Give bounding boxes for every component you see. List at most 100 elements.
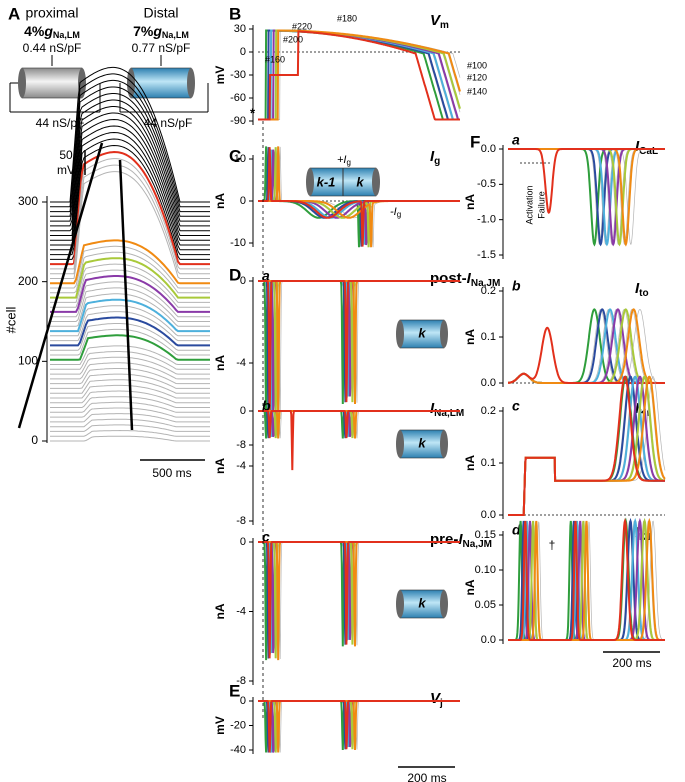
cylinder-cap: [440, 320, 448, 348]
cell-trace: [50, 305, 210, 337]
title-main: I: [467, 270, 472, 287]
annotation: -Ig: [390, 206, 401, 219]
cell-trace: [50, 86, 210, 217]
title-prefix: pre-: [430, 531, 458, 548]
title-sub: Na,JM: [463, 539, 492, 550]
cylinder-cap: [396, 320, 404, 348]
gap-label: 44 nS/pF: [36, 116, 85, 130]
y-tick-label: 0: [240, 275, 246, 287]
trace: [258, 280, 460, 419]
trace: [508, 308, 665, 384]
scale-label: 500 ms: [152, 466, 191, 480]
cell-trace: [50, 73, 210, 208]
cell-trace: [50, 263, 210, 303]
arrow-line: [17, 142, 104, 429]
annotation: #200: [283, 34, 303, 44]
trace: [258, 29, 461, 121]
title-main: V: [430, 12, 442, 29]
y-tick-label: 0.1: [481, 331, 496, 343]
trace: [258, 280, 460, 419]
panel-label: B: [229, 4, 241, 23]
y-tick-label: -4: [236, 357, 246, 369]
y-tick-label: -1.5: [477, 249, 496, 261]
panel-title: pre-INa,JM: [430, 531, 492, 550]
y-axis-label: nA: [213, 603, 227, 619]
ann-sub: g: [346, 158, 350, 167]
cylinder-cap: [372, 168, 380, 196]
scale-label: mV: [57, 163, 75, 177]
cell-trace: [50, 293, 210, 327]
title-prefix: post-: [430, 270, 467, 287]
panel-sublabel: a: [512, 132, 520, 148]
cell-trace: [50, 106, 210, 232]
y-axis-label: nA: [463, 455, 477, 471]
y-tick-label: 10: [234, 153, 246, 165]
cell-trace: [50, 118, 210, 241]
cell-trace: [50, 171, 210, 279]
title-main: I: [635, 280, 640, 297]
annotation: *: [250, 105, 256, 120]
trace: [258, 700, 460, 753]
trace: [508, 308, 665, 384]
scale-label: 200 ms: [612, 656, 651, 670]
panel-sublabel: b: [512, 278, 521, 294]
y-tick-label: -30: [230, 69, 246, 81]
pct: 4%: [24, 23, 45, 39]
annotation: #160: [265, 54, 285, 64]
cell-trace: [50, 311, 210, 342]
panel-label: C: [229, 146, 241, 165]
g: g: [43, 23, 53, 39]
annotation: †: [549, 538, 556, 552]
title-main: I: [430, 400, 435, 417]
cell-trace: [50, 323, 210, 351]
y-tick-label: 0.15: [475, 529, 496, 541]
y-tick-label: -8: [236, 439, 246, 451]
y-axis-label: nA: [463, 194, 477, 210]
g-sub: Na,LM: [162, 30, 189, 40]
cell-trace: [50, 351, 210, 370]
y-tick-label: -1.0: [477, 214, 496, 226]
annotation: #140: [467, 86, 487, 96]
trace: [258, 700, 460, 753]
trace: [508, 309, 665, 384]
trace: [508, 309, 665, 384]
title-main: I: [458, 531, 463, 548]
cell-label: k-1: [317, 174, 336, 189]
title-main: I: [635, 400, 640, 417]
y-axis-label: nA: [463, 579, 477, 595]
y-tick-label: 0.1: [481, 457, 496, 469]
trace: [258, 280, 460, 420]
title-sub: Na,LM: [434, 408, 464, 419]
trace: [508, 309, 665, 384]
trace: [258, 700, 460, 753]
y-tick-label: 0: [31, 433, 38, 447]
title-sub: m: [440, 20, 449, 31]
cell-label: k: [418, 325, 426, 340]
cell-trace: [50, 66, 210, 203]
trace: [508, 309, 665, 384]
cell-trace: [50, 158, 210, 270]
cell-trace: [50, 435, 210, 442]
cell-trace: [50, 257, 210, 299]
scale-label: 200 ms: [407, 771, 446, 782]
cell-trace: [50, 112, 210, 236]
cell-label: k: [418, 595, 426, 610]
cell-trace: [50, 269, 210, 308]
trace: [258, 700, 460, 753]
trace: [258, 700, 460, 753]
pct: 7%: [133, 23, 154, 39]
cell-trace: [50, 287, 210, 322]
annotation: Activation: [524, 185, 534, 224]
cell-label: k: [356, 174, 364, 189]
cell-trace: [50, 418, 210, 428]
y-tick-label: -8: [236, 675, 246, 687]
conductance-value: 0.77 nS/pF: [132, 41, 191, 55]
annotation: +Ig: [337, 154, 351, 167]
cell-trace: [50, 429, 210, 437]
title-main: V: [430, 690, 442, 707]
panel-label: D: [229, 265, 241, 284]
y-tick-label: -20: [230, 719, 246, 731]
conductance-value: 0.44 nS/pF: [23, 41, 82, 55]
trace: [508, 308, 665, 384]
cell-trace: [50, 251, 210, 294]
